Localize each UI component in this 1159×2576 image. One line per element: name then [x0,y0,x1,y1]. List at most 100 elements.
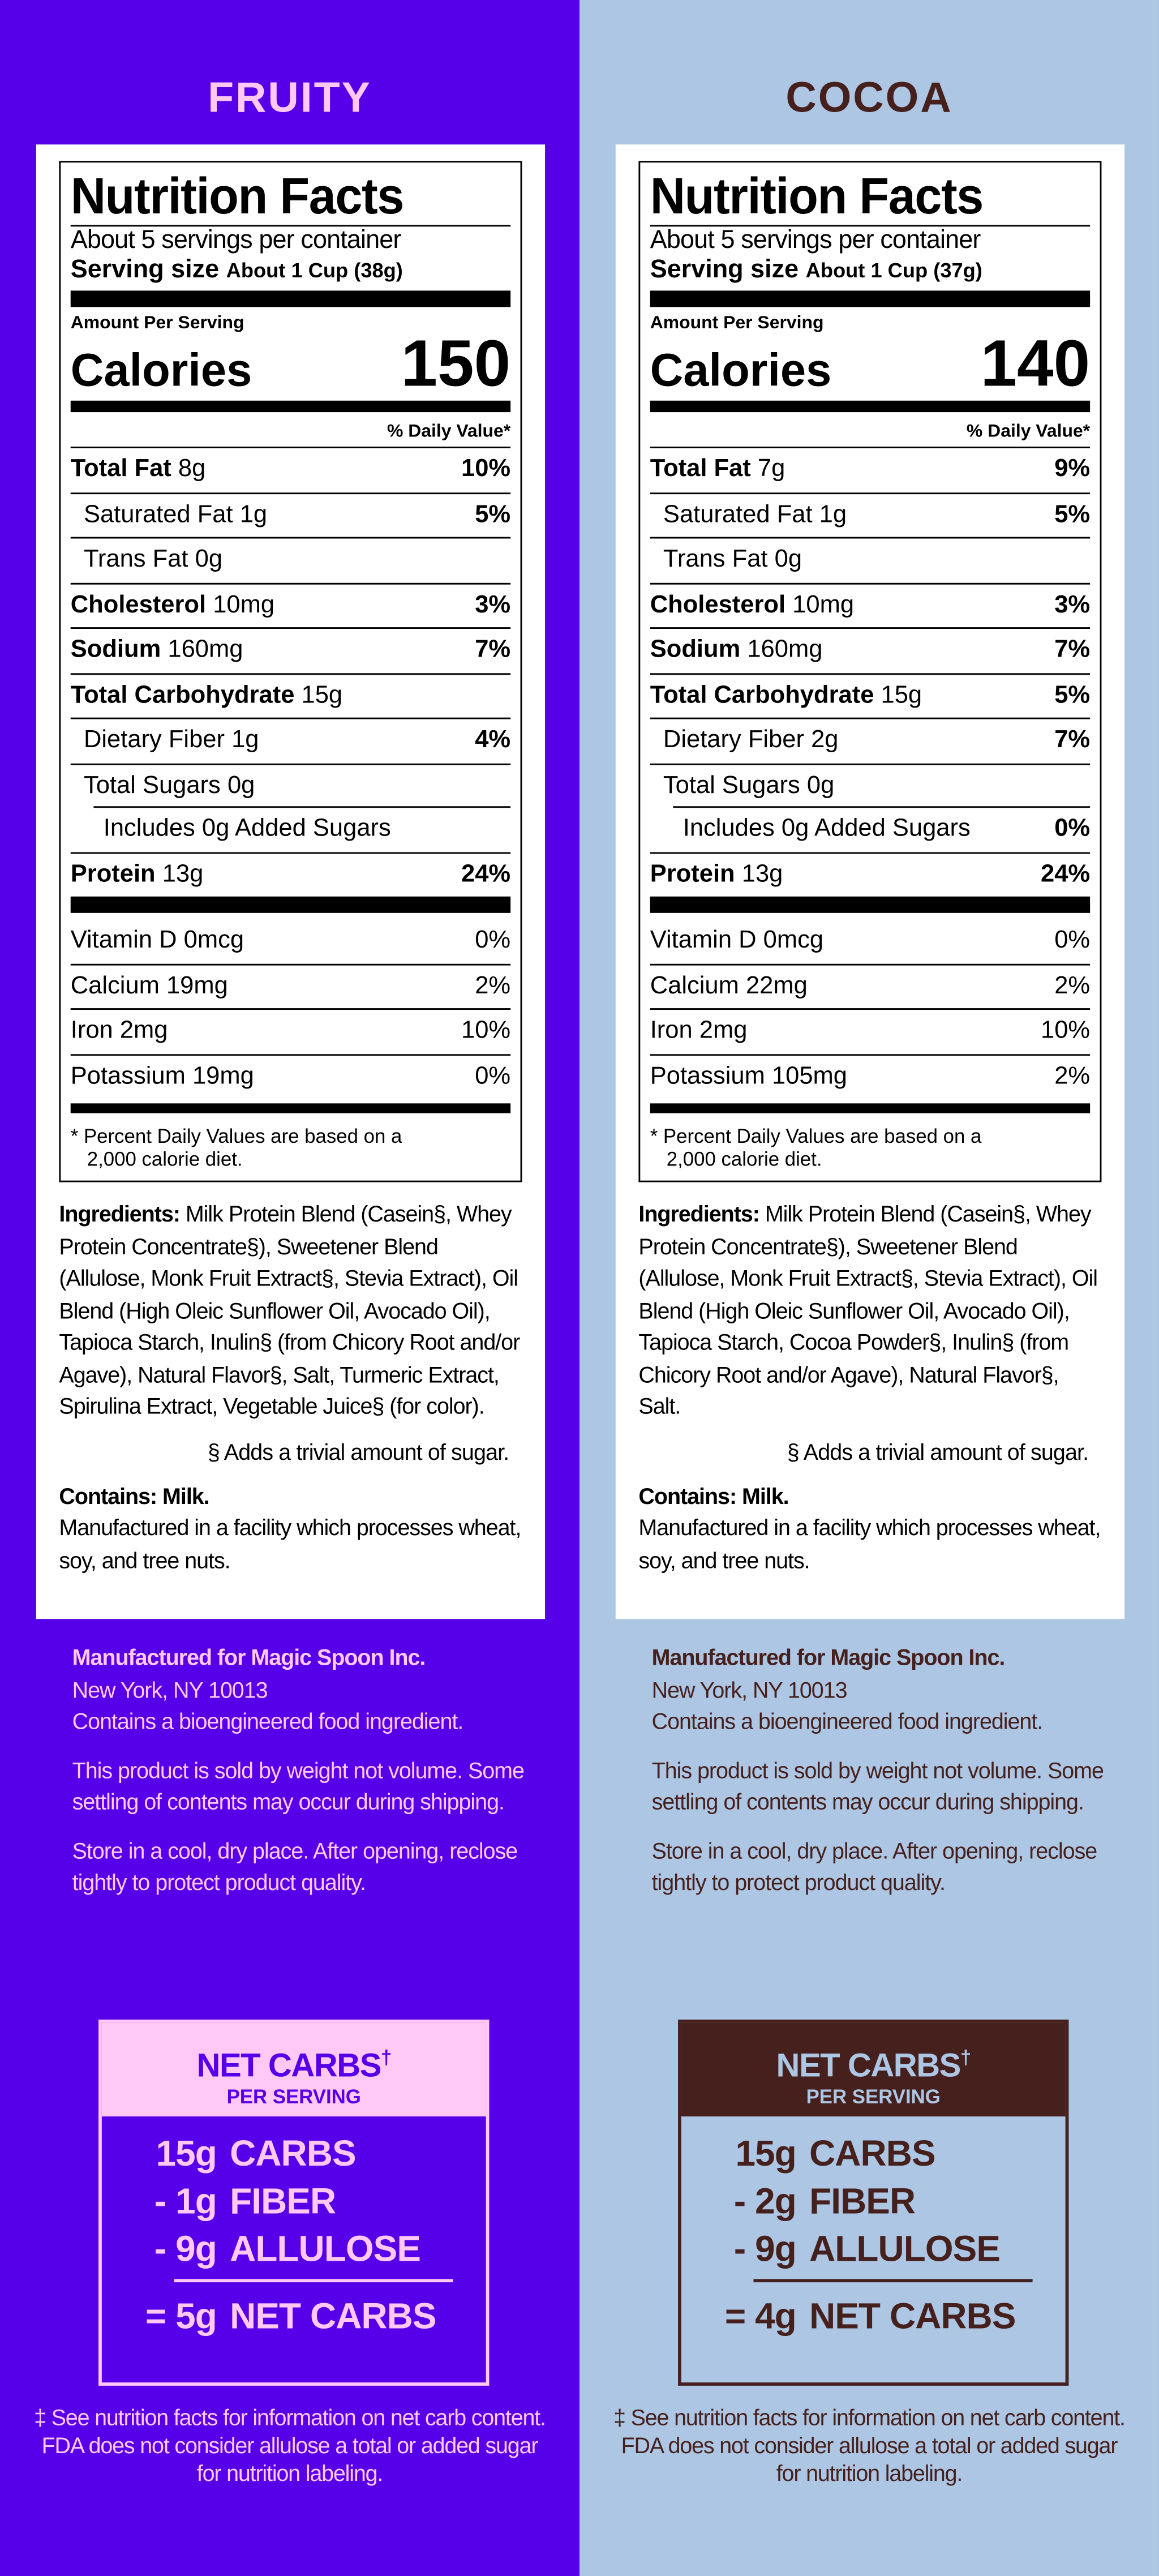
facility-note: Manufactured in a facility which process… [59,1515,521,1572]
daily-value: 9% [1054,455,1091,483]
daily-value-header: % Daily Value* [650,419,1091,448]
daily-value: 10% [1041,1016,1091,1044]
nutrient-label: Total Sugars [83,770,221,799]
nutrient-label: Sodium [70,635,161,663]
nutrient-amount: 13g [741,859,783,888]
nutrient-name: Total Sugars 0g [650,764,834,808]
divider [650,290,1091,307]
nutrient-label: Protein [650,859,735,888]
footnote-line: * Percent Daily Values are based on a [70,1125,402,1148]
nutrient-row: Total Fat 8g 10% [70,448,511,494]
nutrient-amount: 2g [811,726,839,754]
vitamin-name: Iron 2mg [650,1016,748,1044]
address: New York, NY 10013 [72,1677,268,1702]
footnote-line: * Percent Daily Values are based on a [650,1125,982,1148]
nutrient-row: Saturated Fat 1g 5% [70,494,511,539]
total-amount: = 5g [145,2295,217,2337]
calc-line: 15g CARBS [148,2129,486,2177]
daily-value: 0% [1054,814,1091,843]
nutrient-label: Total Carbohydrate [650,680,874,709]
nutrient-name: Sodium 160mg [650,629,823,672]
bioengineered-note: Contains a bioengineered food ingredient… [72,1709,464,1734]
daily-value: 5% [1054,680,1091,709]
net-carbs-footnote: ‡ See nutrition facts for information on… [613,2405,1126,2486]
address: New York, NY 10013 [651,1677,848,1702]
ingredients-label: Ingredients: [638,1202,759,1227]
daily-value-footnote: * Percent Daily Values are based on a 2,0… [71,1118,510,1171]
flavor-title: FRUITY [208,72,372,122]
vitamin-row: Iron 2mg 10% [650,1010,1091,1055]
sugar-note: § Adds a trivial amount of sugar. [207,1439,509,1464]
serving-size-value: About 1 Cup (37g) [805,259,982,282]
nutrient-name: Trans Fat 0g [71,538,222,582]
nutrient-amount: 1g [231,726,259,754]
nutrient-row: Sodium 160mg 7% [650,629,1091,674]
serving-size-value: About 1 Cup (38g) [226,259,403,282]
product-panel-fruity: FRUITY Nutrition Facts About 5 servings … [34,72,563,2486]
nutrient-amount: 8g [178,455,206,483]
calc-label: FIBER [809,2180,916,2222]
nutrient-name: Dietary Fiber 1g [71,719,259,763]
nutrient-label: Includes 0g Added Sugars [103,814,391,843]
calc-amount: - 9g [154,2228,217,2269]
servings-per-container: About 5 servings per container [70,226,402,255]
daily-value: 7% [475,635,511,663]
nutrient-name: Protein 13g [71,853,204,897]
nutrient-name: Total Fat 7g [650,448,785,492]
net-carbs-header: NET CARBS† PER SERVING [681,2022,1066,2117]
nutrient-label: Total Carbohydrate [70,680,295,709]
daily-value: 10% [461,1016,511,1044]
ingredients-label: Ingredients: [59,1202,180,1227]
contains: Contains: Milk. [638,1483,789,1508]
nutrient-row: Total Carbohydrate 15g [70,674,511,719]
daily-value: 4% [475,726,511,754]
calc-amount: - 2g [733,2180,797,2222]
divider [650,896,1091,913]
divider [174,2279,453,2283]
net-carbs-calculation: 15g CARBS - 1g FIBER - 9g ALLULOSE = 5g NET … [102,2116,486,2340]
allergen-info: Contains: Milk. Manufactured in a facilit… [59,1480,522,1576]
manufacturer-info: Manufactured for Magic Spoon Inc. New Yor… [72,1642,563,1915]
calc-amount: - 9g [733,2228,797,2269]
vitamin-name: Vitamin D 0mcg [70,926,244,954]
bioengineered-note: Contains a bioengineered food ingredient… [651,1709,1044,1734]
dagger-mark: † [380,2046,392,2069]
nutrition-facts-heading: Nutrition Facts [70,167,405,225]
nutrient-amount: 0g [774,545,802,573]
daily-value: 24% [461,859,511,888]
net-carbs-title: NET CARBS [776,2048,961,2085]
calc-line: - 1g FIBER [148,2177,486,2224]
net-carbs-calculation: 15g CARBS - 2g FIBER - 9g ALLULOSE = 4g NET … [681,2116,1066,2340]
calories-row: Calories 140 [650,328,1091,401]
nutrient-name: Sodium 160mg [71,629,243,672]
ingredients: Ingredients: Milk Protein Blend (Casein§… [59,1199,522,1423]
divider [650,1103,1091,1113]
daily-value: 2% [1054,1061,1091,1090]
nutrient-row: Dietary Fiber 1g 4% [70,719,511,765]
amount-per-serving: Amount Per Serving [70,314,244,333]
daily-value: 10% [461,455,511,483]
daily-value: 7% [1054,635,1091,663]
nutrient-label: Includes 0g Added Sugars [682,814,971,843]
nutrient-row: Dietary Fiber 2g 7% [650,719,1091,765]
flavor-title: COCOA [785,72,953,122]
calories-value: 140 [980,328,1091,401]
nutrient-label: Cholesterol [650,590,786,619]
calc-label: FIBER [230,2180,336,2222]
serving-size-label: Serving size [70,256,220,284]
nutrient-amount: 10mg [213,590,275,619]
nutrient-list: Total Fat 8g 10% Saturated Fat 1g 5% Trans F… [70,448,511,897]
divider [70,1103,511,1113]
net-carbs-title: NET CARBS [196,2048,382,2085]
nutrient-row: Protein 13g 24% [71,853,510,897]
total-label: NET CARBS [809,2295,1016,2337]
sugar-note: § Adds a trivial amount of sugar. [787,1439,1089,1464]
nutrient-amount: 0g [195,545,223,573]
net-carbs-footnote: ‡ See nutrition facts for information on… [34,2405,546,2486]
nutrient-list: Total Fat 7g 9% Saturated Fat 1g 5% Trans Fa… [650,448,1091,897]
nutrient-name: Includes 0g Added Sugars [71,808,391,851]
nutrient-label: Saturated Fat [663,500,813,528]
vitamin-list: Vitamin D 0mcg 0% Calcium 22mg 2% Iron 2mg 10… [650,919,1091,1098]
nutrient-amount: 1g [239,500,268,528]
calories-row: Calories 150 [71,332,510,397]
